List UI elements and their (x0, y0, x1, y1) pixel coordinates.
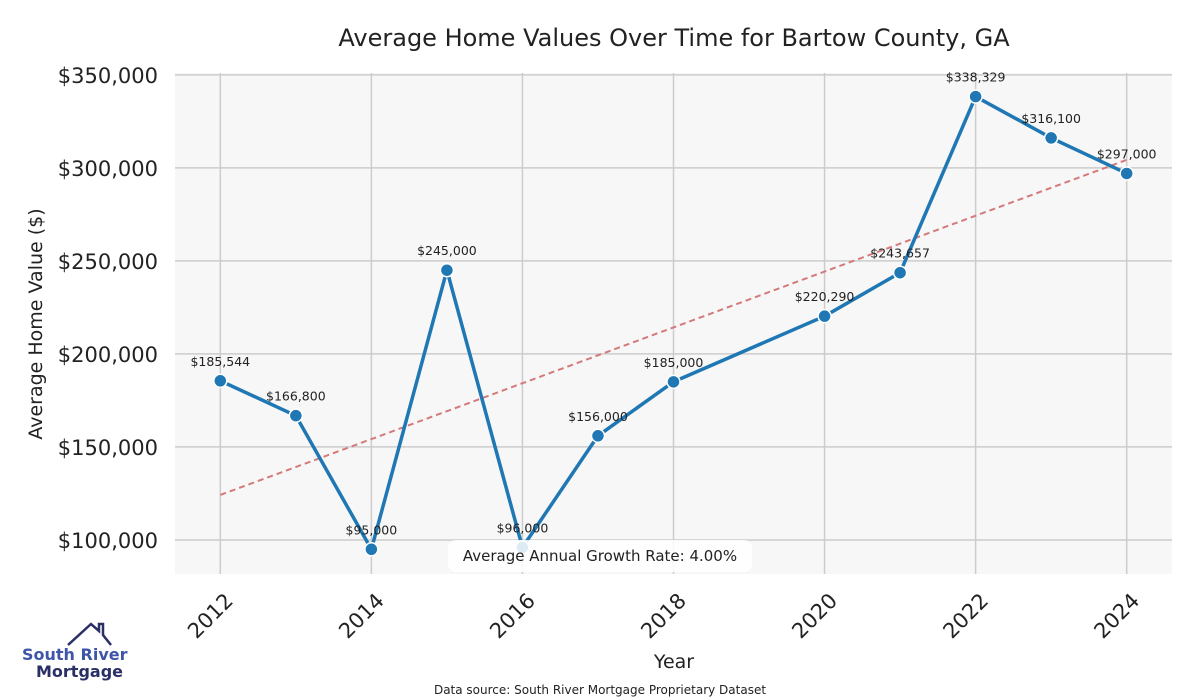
data-label: $338,329 (946, 70, 1006, 85)
data-point (1119, 166, 1134, 181)
data-label: $156,000 (568, 409, 628, 424)
annotation-box (448, 540, 752, 572)
x-tick-label: 2018 (636, 589, 691, 644)
data-point (666, 374, 681, 390)
data-point (590, 428, 606, 444)
series-line (219, 94, 1128, 554)
chart-title: Average Home Values Over Time for Bartow… (338, 24, 1010, 52)
y-tick-label: $350,000 (58, 64, 158, 88)
data-point (968, 89, 983, 104)
data-source: Data source: South River Mortgage Propri… (434, 683, 766, 697)
data-label: $245,000 (417, 243, 477, 258)
data-label: $243,657 (870, 246, 930, 261)
data-label: $166,800 (266, 389, 326, 404)
y-tick-label: $300,000 (58, 157, 158, 181)
data-label: $95,000 (346, 522, 398, 537)
data-point (288, 408, 304, 423)
logo-line2: Mortgage (36, 662, 123, 681)
data-point (364, 542, 379, 557)
y-tick-label: $250,000 (58, 250, 158, 274)
x-tick-label: 2012 (183, 589, 238, 644)
house-icon (67, 622, 112, 646)
data-label: $185,544 (190, 354, 250, 369)
trend-line (219, 158, 1128, 496)
y-tick-label: $150,000 (58, 436, 158, 460)
data-point (1043, 130, 1059, 146)
data-label: $185,000 (644, 355, 704, 370)
y-tick-label: $200,000 (58, 343, 158, 367)
x-tick-label: 2014 (334, 589, 389, 644)
y-tick-label: $100,000 (58, 529, 158, 553)
x-axis-label: Year (653, 651, 694, 673)
data-label: $96,000 (497, 520, 549, 535)
data-point (213, 373, 228, 389)
x-tick-label: 2020 (787, 589, 842, 644)
data-point (892, 265, 908, 280)
data-point (439, 262, 455, 278)
data-point (817, 308, 832, 324)
logo: South River Mortgage (22, 622, 128, 681)
growth-rate-annotation: Average Annual Growth Rate: 4.00% (463, 547, 737, 565)
y-axis-label: Average Home Value ($) (25, 208, 47, 439)
logo-line1: South River (22, 645, 128, 664)
data-label: $220,290 (795, 289, 855, 304)
data-label: $316,100 (1021, 111, 1081, 126)
x-tick-label: 2016 (485, 589, 540, 644)
x-tick-label: 2024 (1089, 589, 1144, 644)
x-tick-label: 2022 (938, 589, 993, 644)
data-label: $297,000 (1097, 146, 1157, 161)
